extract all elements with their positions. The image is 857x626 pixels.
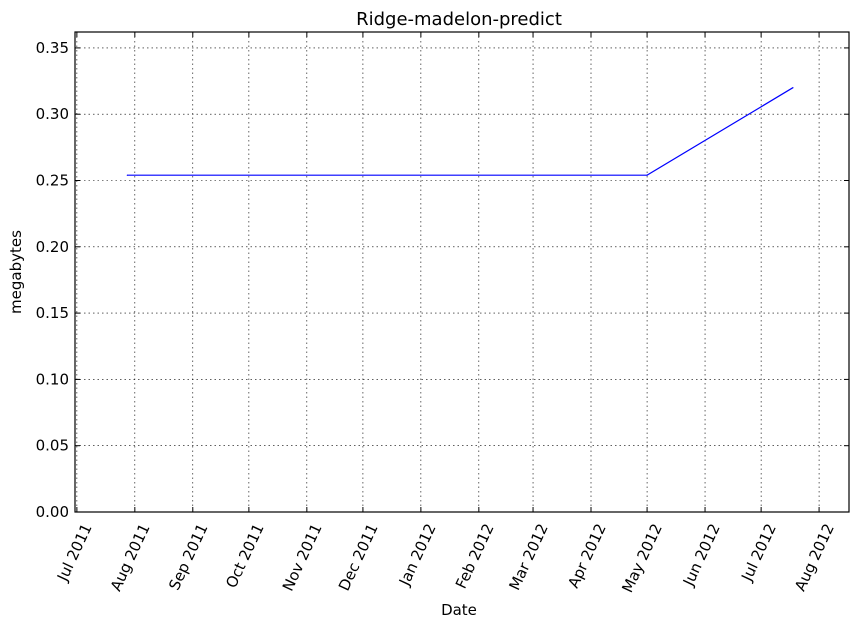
x-tick-label: Mar 2012 — [505, 521, 551, 593]
x-tick-label: Dec 2011 — [335, 521, 382, 594]
x-tick-label: May 2012 — [618, 521, 666, 596]
x-tick-label: Apr 2012 — [564, 521, 609, 591]
grid — [75, 32, 849, 512]
y-tick-label: 0.30 — [36, 105, 69, 123]
x-tick-label: Sep 2011 — [165, 521, 211, 593]
chart-title: Ridge-madelon-predict — [356, 9, 562, 30]
x-tick-label: Jun 2012 — [679, 521, 724, 590]
series-point — [792, 87, 794, 89]
x-tick-label: Jul 2011 — [53, 521, 96, 585]
y-axis: 0.00 0.05 0.10 0.15 0.20 0.25 0.30 0.35 — [36, 39, 849, 521]
y-tick-label: 0.05 — [36, 437, 69, 455]
y-tick-label: 0.35 — [36, 39, 69, 57]
y-tick-label: 0.00 — [36, 503, 69, 521]
x-tick-label: Jul 2012 — [737, 521, 780, 585]
y-tick-label: 0.10 — [36, 370, 69, 388]
x-tick-label: Feb 2012 — [452, 521, 498, 592]
x-tick-label: Nov 2011 — [279, 521, 326, 594]
x-tick-label: Oct 2011 — [222, 521, 267, 591]
series-layer — [126, 87, 794, 176]
series-point — [646, 174, 648, 176]
y-tick-label: 0.20 — [36, 238, 69, 256]
series-point — [126, 174, 128, 176]
x-tick-label: Aug 2011 — [107, 521, 154, 594]
y-tick-label: 0.25 — [36, 172, 69, 190]
y-tick-label: 0.15 — [36, 304, 69, 322]
x-tick-label: Jan 2012 — [395, 521, 440, 589]
x-axis-title: Date — [441, 601, 477, 619]
y-axis-title: megabytes — [7, 230, 25, 314]
plot-frame — [74, 31, 850, 513]
x-tick-label: Aug 2012 — [791, 521, 838, 594]
plot-background — [75, 32, 849, 512]
